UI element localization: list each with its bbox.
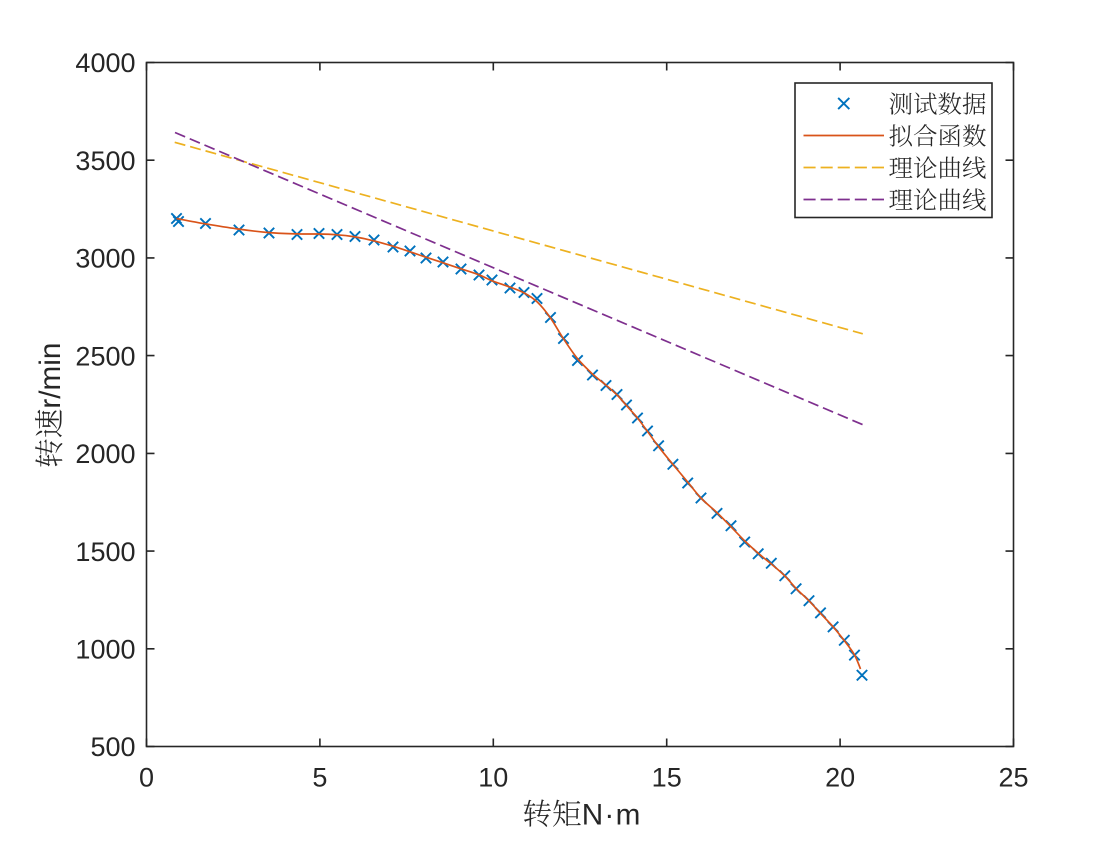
svg-text:1000: 1000 — [75, 635, 135, 665]
svg-text:3500: 3500 — [75, 146, 135, 176]
svg-text:25: 25 — [998, 763, 1028, 793]
svg-text:r/min: r/min — [34, 343, 67, 409]
svg-text:1500: 1500 — [75, 537, 135, 567]
svg-text:15: 15 — [652, 763, 682, 793]
svg-text:5: 5 — [312, 763, 327, 793]
svg-text:2500: 2500 — [75, 341, 135, 371]
svg-text:N·m: N·m — [582, 798, 642, 831]
svg-text:0: 0 — [139, 763, 154, 793]
svg-text:10: 10 — [478, 763, 508, 793]
svg-text:4000: 4000 — [75, 48, 135, 78]
svg-text:20: 20 — [825, 763, 855, 793]
svg-text:2000: 2000 — [75, 439, 135, 469]
svg-text:500: 500 — [90, 732, 135, 762]
svg-text:3000: 3000 — [75, 244, 135, 274]
